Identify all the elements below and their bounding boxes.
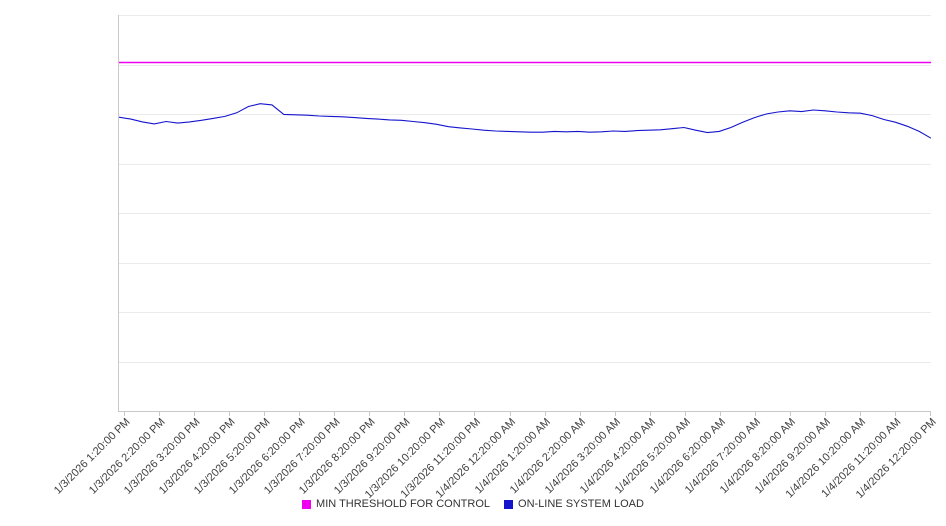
x-axis-tick	[719, 412, 721, 416]
x-axis-tick	[859, 412, 861, 416]
x-axis-tick	[334, 412, 336, 416]
x-axis-tick	[124, 412, 125, 416]
x-axis-tick	[509, 412, 511, 416]
legend-item-system-load[interactable]: ON-LINE SYSTEM LOAD	[504, 498, 644, 510]
x-axis-tick	[930, 412, 931, 416]
x-axis-tick	[824, 412, 826, 416]
x-axis-tick	[614, 412, 616, 416]
series-plot	[119, 61, 931, 139]
x-axis-tick	[895, 412, 896, 416]
gridline	[119, 262, 931, 264]
x-axis-tick	[474, 412, 476, 416]
x-axis-tick	[159, 412, 160, 416]
x-axis-tick	[789, 412, 791, 416]
x-axis-tick	[579, 412, 581, 416]
plot-area	[118, 15, 931, 412]
x-axis-tick	[299, 412, 301, 416]
gridline	[119, 114, 931, 115]
gridline	[119, 312, 931, 313]
legend-label-min-threshold: MIN THRESHOLD FOR CONTROL	[316, 498, 491, 510]
gridline	[119, 64, 931, 66]
load-line	[119, 103, 931, 139]
x-axis-tick	[439, 412, 441, 416]
legend-item-min-threshold[interactable]: MIN THRESHOLD FOR CONTROL	[302, 498, 490, 510]
x-axis-tick	[544, 412, 546, 416]
legend-label-system-load: ON-LINE SYSTEM LOAD	[518, 498, 644, 510]
x-axis-tick	[264, 412, 266, 416]
x-axis-tick	[229, 412, 231, 416]
threshold-series-swatch	[302, 499, 312, 509]
x-axis-tick	[404, 412, 406, 416]
gridline	[119, 361, 931, 363]
load-series-swatch	[504, 499, 514, 509]
gridline	[119, 163, 931, 165]
gridline	[119, 15, 931, 16]
x-axis-tick	[684, 412, 686, 416]
gridline	[119, 213, 931, 214]
x-axis-tick	[194, 412, 196, 416]
legend: MIN THRESHOLD FOR CONTROL ON-LINE SYSTEM…	[0, 498, 946, 510]
x-axis-tick	[754, 412, 756, 416]
x-axis-tick	[369, 412, 371, 416]
x-axis-tick	[649, 412, 651, 416]
